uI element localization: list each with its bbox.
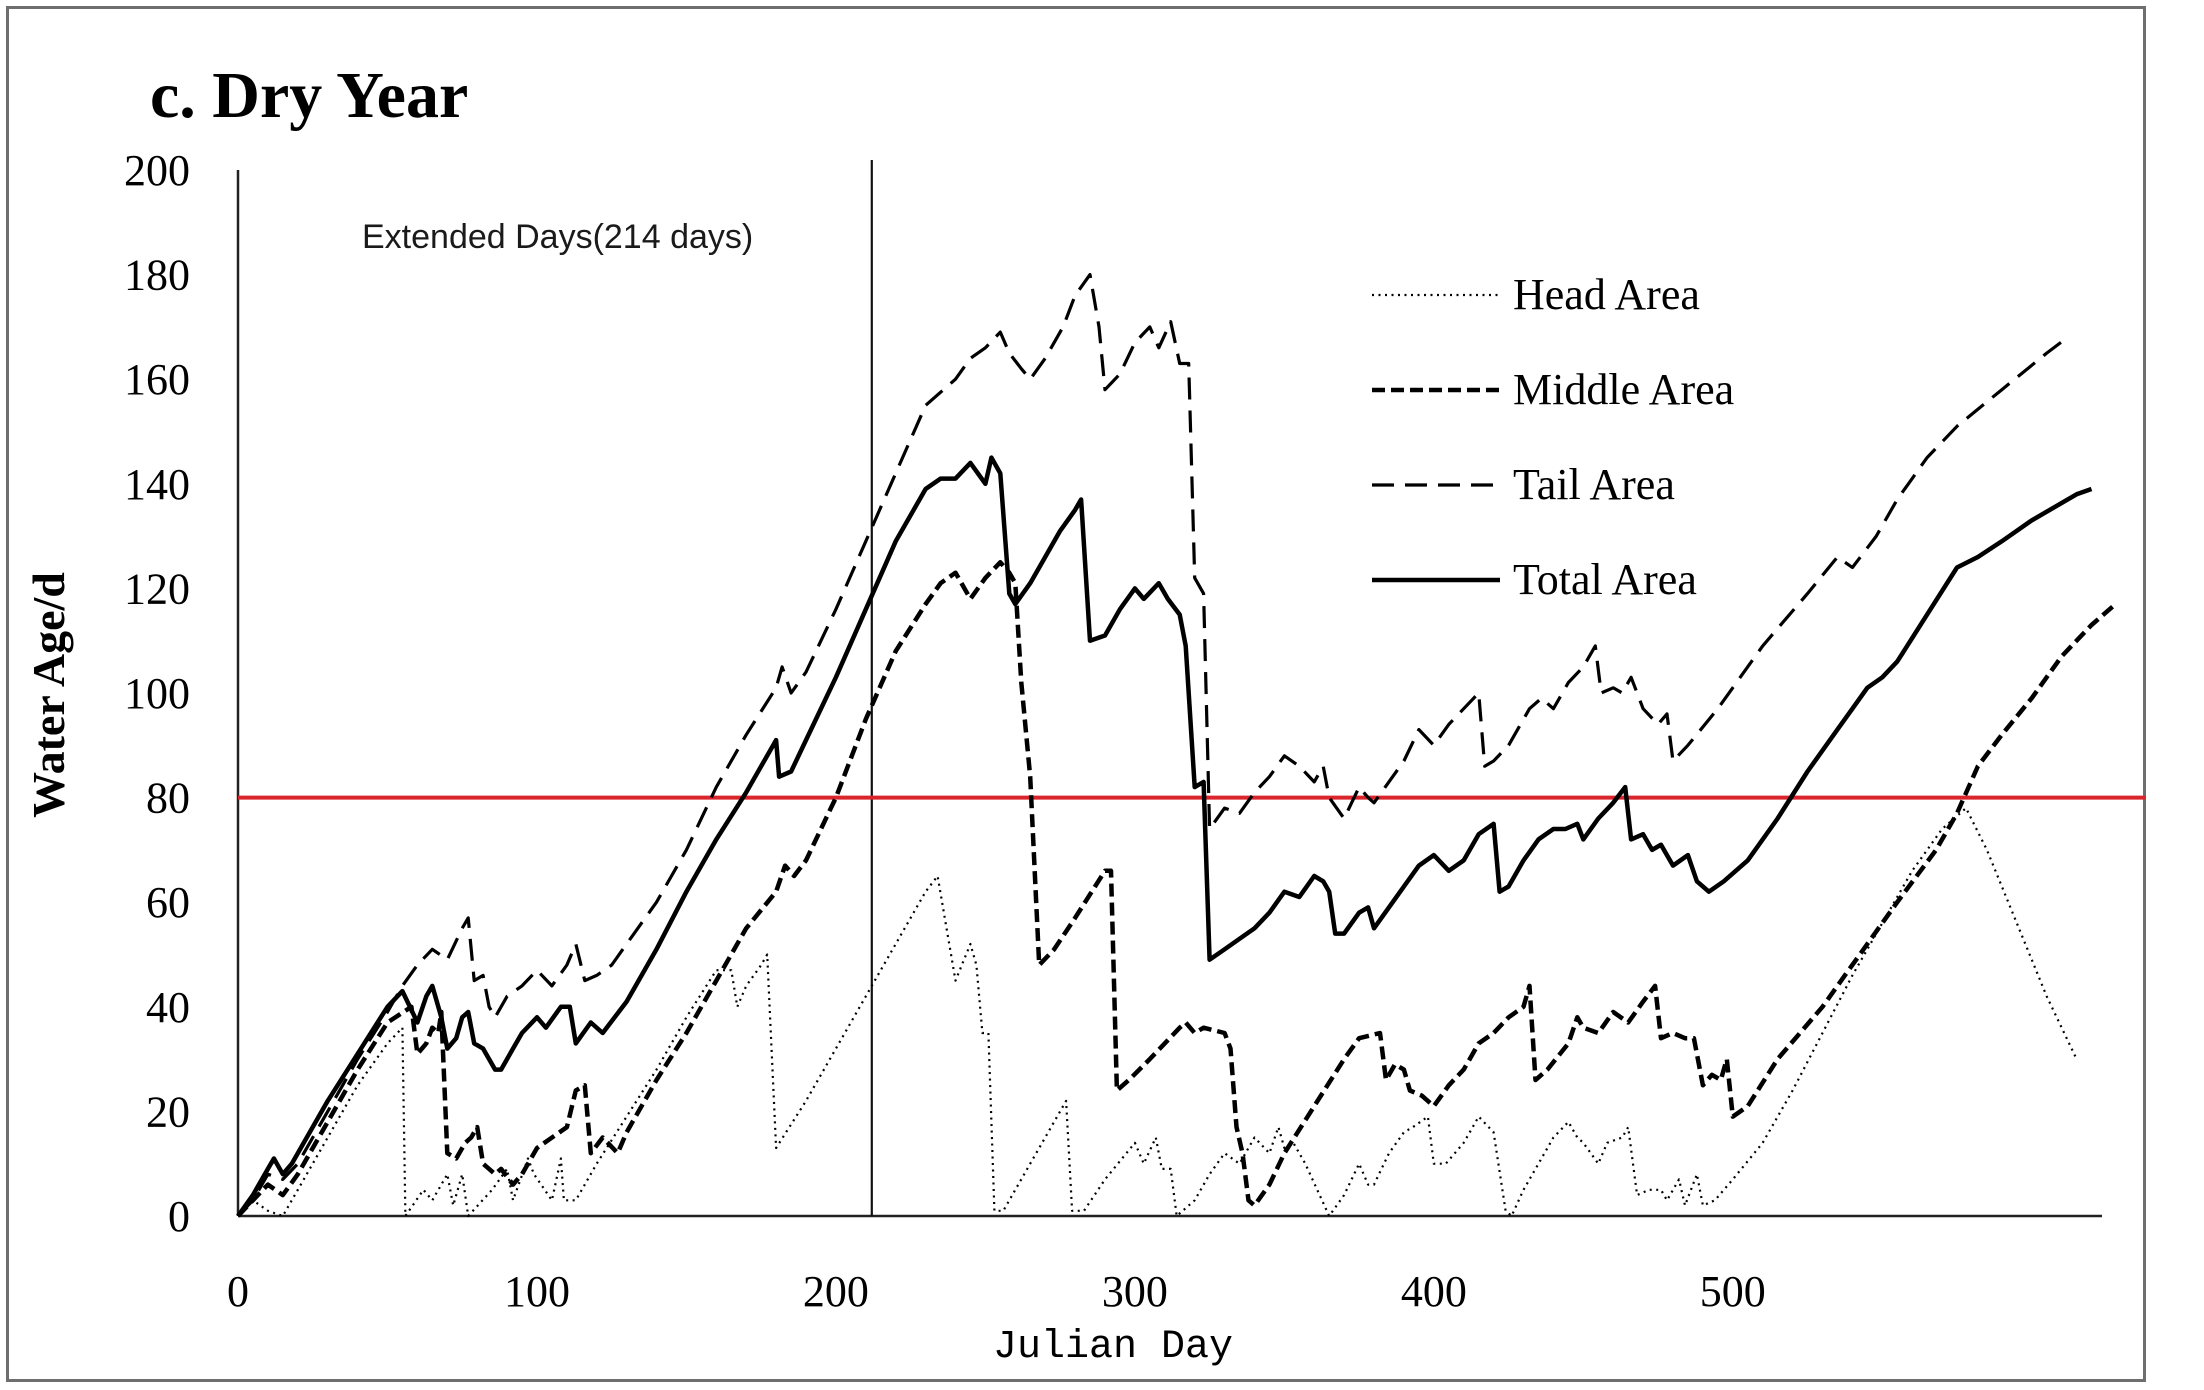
- y-tick-label: 60: [146, 878, 190, 927]
- chart-title: c. Dry Year: [150, 59, 468, 132]
- series-lines: [236, 273, 2117, 1218]
- x-tick-label: 500: [1700, 1267, 1766, 1316]
- legend-label-total-area: Total Area: [1513, 555, 1697, 604]
- y-tick-label: 20: [146, 1087, 190, 1136]
- legend-label-tail-area: Tail Area: [1513, 460, 1675, 509]
- series-line-tail-area: [236, 273, 2069, 1218]
- y-tick-label: 80: [146, 774, 190, 823]
- y-tick-labels: 0 20 40 60 80 100 120 140 160 180 200: [124, 146, 190, 1241]
- x-tick-labels: 0 100 200 300 400 500: [227, 1267, 1766, 1316]
- x-tick-label: 200: [803, 1267, 869, 1316]
- y-tick-label: 40: [146, 983, 190, 1032]
- x-tick-label: 0: [227, 1267, 249, 1316]
- y-tick-label: 160: [124, 355, 190, 404]
- x-tick-label: 400: [1401, 1267, 1467, 1316]
- y-tick-label: 140: [124, 460, 190, 509]
- y-axis-label: Water Age/d: [23, 572, 74, 818]
- x-tick-label: 300: [1102, 1267, 1168, 1316]
- y-tick-label: 120: [124, 564, 190, 613]
- legend-label-middle-area: Middle Area: [1513, 365, 1734, 414]
- extended-days-annotation: Extended Days(214 days): [362, 218, 753, 256]
- series-line-head-area: [237, 807, 2078, 1218]
- x-tick-label: 100: [504, 1267, 570, 1316]
- chart-frame: [6, 6, 2146, 1382]
- y-tick-label: 100: [124, 669, 190, 718]
- axes: [236, 160, 2146, 1218]
- x-axis-label: Julian Day: [993, 1325, 1233, 1370]
- legend: Head Area Middle Area Tail Area Total Area: [1372, 270, 1734, 604]
- series-line-total-area: [236, 455, 2093, 1218]
- legend-label-head-area: Head Area: [1513, 270, 1700, 319]
- series-line-middle-area: [236, 560, 2117, 1218]
- y-tick-label: 180: [124, 251, 190, 300]
- y-tick-label: 200: [124, 146, 190, 195]
- y-tick-label: 0: [168, 1192, 190, 1241]
